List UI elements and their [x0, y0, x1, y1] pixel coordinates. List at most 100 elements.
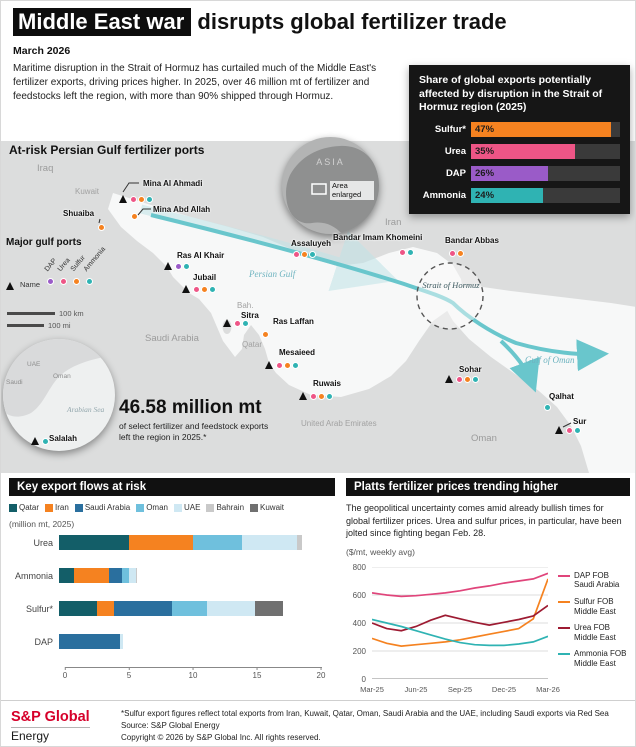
sulfur-dot — [98, 224, 105, 231]
port-marker — [544, 404, 551, 411]
flow-category: Sulfur* — [25, 603, 53, 614]
prices-description: The geopolitical uncertainty comes amid … — [346, 503, 622, 539]
map-legend-title: Major gulf ports — [6, 237, 82, 248]
axis-tick: 5 — [126, 667, 132, 680]
flow-row: Urea — [9, 535, 335, 550]
axis-tick: 0 — [62, 667, 68, 680]
legend-label-line2: Saudi Arabia — [574, 580, 620, 590]
share-bar-track: 35% — [471, 143, 620, 159]
scale-mi-bar — [7, 324, 44, 327]
share-bar-track: 24% — [471, 187, 620, 203]
port-icon — [265, 361, 273, 369]
legend-swatch — [558, 574, 570, 577]
flow-category: Ammonia — [14, 570, 53, 581]
sp-global-logo: S&P Global Energy — [11, 708, 90, 743]
urea-dot — [130, 195, 137, 203]
bar-segment — [74, 568, 109, 583]
bar-segment — [242, 535, 298, 550]
ammonia-dot — [242, 319, 249, 327]
port-label: Sur — [573, 417, 587, 426]
port-label: Salalah — [49, 434, 78, 443]
share-bar-row: Urea 35% — [419, 143, 620, 159]
ammonia-dot — [86, 278, 94, 285]
urea-dot — [234, 319, 241, 327]
legend-swatch — [74, 503, 83, 512]
salalah-inset-svg — [3, 339, 115, 417]
legend-label: DAP FOB Saudi Arabia — [574, 571, 619, 590]
prices-line-chart: 0 200 400 600 800 Mar-25 Jun-25 Sep-25 Dec-25 Mar… — [346, 563, 630, 703]
port-label: Jubail — [193, 273, 217, 282]
legend-product: Urea — [57, 245, 72, 285]
urea-dot — [293, 251, 300, 258]
geo-labels-layer: Iraq Kuwait Iran Saudi Arabia Bah. Qatar Unite… — [1, 141, 635, 473]
share-bar-row: Ammonia 24% — [419, 187, 620, 203]
asia-label: ASIA — [316, 157, 345, 167]
share-bars: Sulfur* 47% Urea 35% DAP 26% Ammonia 24% — [419, 121, 620, 203]
bar-segment — [97, 601, 115, 616]
urea-dot — [193, 285, 200, 293]
flow-row: Sulfur* — [9, 601, 335, 616]
legend-label-line1: Ammonia FOB — [574, 649, 627, 659]
bar-segment — [59, 535, 130, 550]
x-axis-label: Mar-26 — [536, 684, 560, 694]
dap-dot — [47, 278, 55, 285]
footer: S&P Global Energy *Sulfur export figures… — [1, 700, 635, 746]
bar-segment — [207, 601, 255, 616]
urea-dot — [449, 250, 456, 257]
ammonia-dot — [544, 404, 551, 411]
port-marker — [164, 262, 190, 270]
urea-dot — [399, 249, 406, 256]
legend-label-line2: Middle East — [574, 658, 616, 668]
geo-label: Oman — [53, 373, 71, 380]
bar-segment — [297, 535, 303, 550]
map-legend-dots: DAP Urea Sulfur Ammonia — [44, 245, 107, 290]
sulfur-dot — [318, 392, 325, 400]
ammonia-dot — [183, 262, 190, 270]
port-marker — [182, 285, 216, 293]
legend-item: UAE — [173, 503, 201, 512]
port-icon — [223, 319, 231, 327]
port-label: Bandar Abbas — [445, 236, 499, 245]
share-bar-fill: 24% — [471, 187, 543, 203]
sulfur-dot — [284, 361, 291, 369]
ammonia-dot — [146, 195, 153, 203]
port-label: Mina Abd Allah — [153, 205, 211, 214]
inset-landmass — [3, 339, 115, 417]
strait-of-hormuz-circle — [416, 262, 484, 330]
port-label: Sitra — [241, 311, 259, 320]
x-axis-label: Sep-25 — [447, 684, 473, 694]
scale-km-row: 100 km — [7, 309, 84, 318]
price-line — [371, 618, 549, 647]
bar-segment — [120, 634, 123, 649]
legend-item: Saudi Arabia — [74, 503, 130, 512]
legend-label: Urea FOB Middle East — [574, 623, 616, 642]
port-marker — [131, 213, 138, 220]
trade-flow-branch — [499, 339, 540, 393]
legend-label-line2: Middle East — [574, 606, 616, 616]
y-axis-label: 600 — [352, 590, 366, 600]
scale-bar: 100 km 100 mi — [7, 309, 84, 333]
scale-mi-label: 100 mi — [48, 321, 71, 330]
map-svg — [98, 182, 635, 473]
geo-label: Saudi Arabia — [145, 333, 199, 344]
urea-dot — [60, 278, 68, 285]
legend-item: DAP FOB Saudi Arabia — [558, 571, 626, 590]
legend-swatch — [136, 503, 145, 512]
share-bar-value: 47% — [475, 123, 495, 135]
title-rest: disrupts global fertilizer trade — [191, 9, 507, 34]
port-label: Sohar — [459, 365, 482, 374]
flow-bar — [59, 535, 315, 550]
legend-label: UAE — [183, 503, 201, 512]
geo-label: Saudi — [6, 379, 23, 386]
port-label: Mesaieed — [279, 348, 316, 357]
sulfur-dot — [201, 285, 208, 293]
salalah-inset — [3, 339, 115, 451]
port-icon — [299, 392, 307, 400]
footnote-copyright: Copyright © 2026 by S&P Global Inc. All … — [121, 733, 321, 742]
flow-bar — [59, 601, 315, 616]
share-bar-row: Sulfur* 47% — [419, 121, 620, 137]
map-legend: Major gulf ports Name DAP Urea Sulfur Ammon… — [6, 237, 107, 290]
prices-section-header: Platts fertilizer prices trending higher — [346, 478, 630, 496]
port-label: Ruwais — [313, 379, 342, 388]
